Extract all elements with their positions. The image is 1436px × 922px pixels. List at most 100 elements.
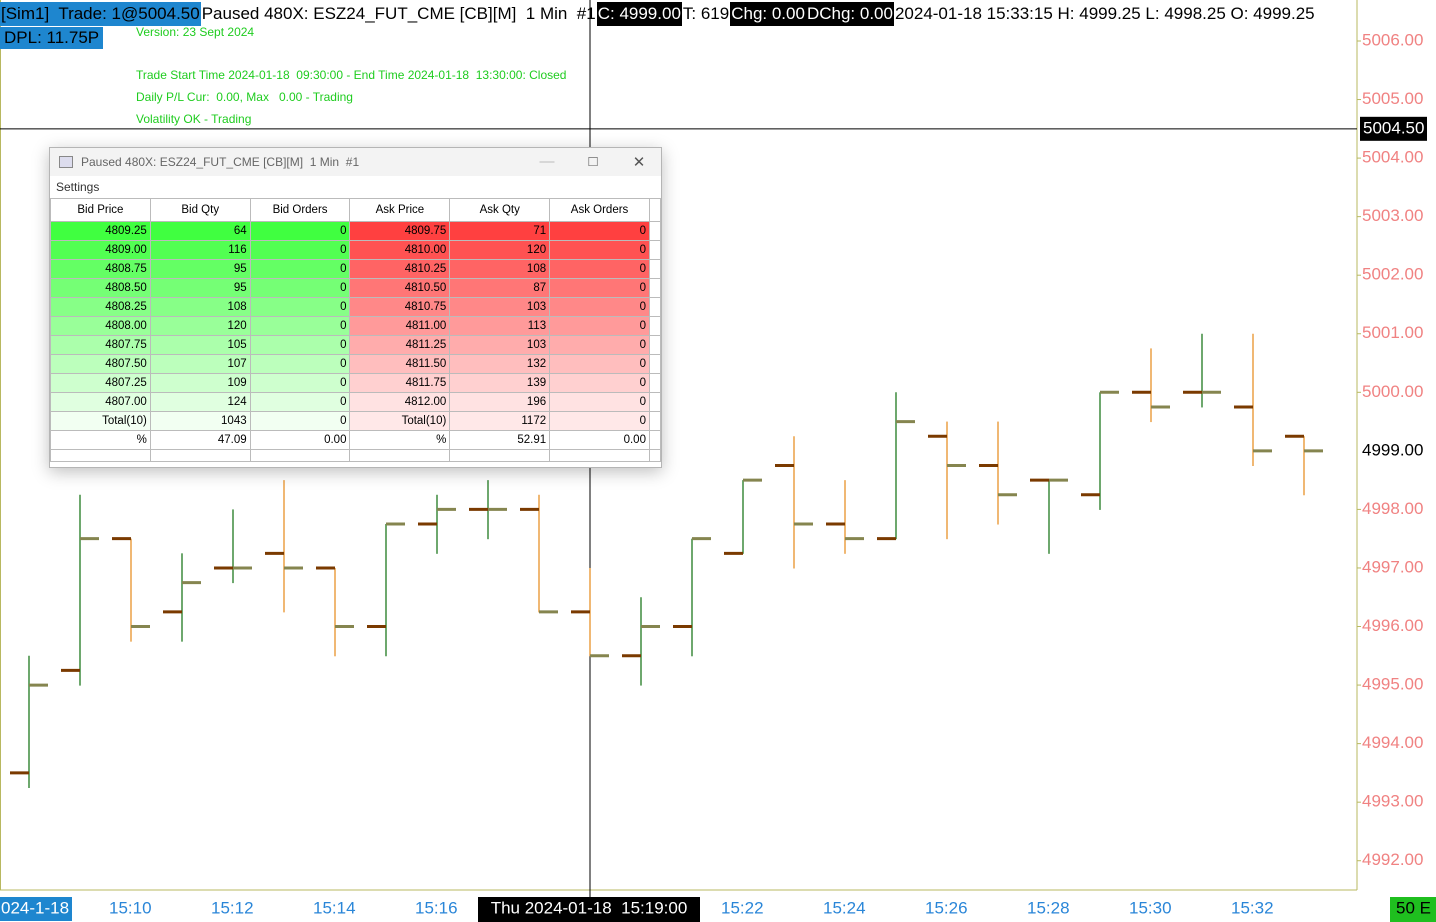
dom-row: Total(10) 1043 0 Total(10) 1172 0 — [50, 411, 662, 431]
dom-row: 4807.75 105 0 4811.25 103 0 — [50, 335, 662, 355]
dom-cell: 4809.00 — [50, 240, 151, 260]
dom-cell: 0 — [549, 411, 650, 431]
header-filler — [648, 198, 662, 222]
maximize-button[interactable]: □ — [588, 153, 598, 170]
empty-cell — [149, 449, 251, 462]
dom-cell: 1172 — [449, 411, 551, 431]
dom-cell: 0 — [249, 354, 351, 374]
dom-row: 4808.75 95 0 4810.25 108 0 — [50, 259, 662, 279]
dom-cell: 0 — [249, 259, 351, 279]
dom-cell: 4810.75 — [349, 297, 451, 317]
dom-row: % 47.09 0.00% 52.91 0.00 — [50, 430, 662, 450]
y-tick-label: 4998.00 — [1362, 499, 1423, 518]
y-tick-label: 5000.00 — [1362, 382, 1423, 401]
dom-cell: 0 — [249, 240, 351, 260]
study-text: Trade Start Time 2024-01-18 09:30:00 - E… — [136, 68, 567, 82]
study-text: Version: 23 Sept 2024 — [136, 25, 255, 39]
row-filler — [648, 278, 662, 298]
dom-row: 4809.00 116 0 4810.00 120 0 — [50, 240, 662, 260]
minimize-button[interactable]: — — [539, 153, 555, 170]
x-tick-label: 15:14 — [313, 898, 356, 917]
dom-cell: 108 — [149, 297, 251, 317]
column-header: Ask Orders — [549, 198, 650, 222]
y-tick-label: 4995.00 — [1362, 675, 1423, 694]
row-filler — [648, 316, 662, 336]
trade-count: T: 619 — [682, 4, 730, 23]
y-tick-label: 4996.00 — [1362, 616, 1423, 635]
dom-cell: 52.91 — [449, 430, 551, 450]
dom-row: 4807.00 124 0 4812.00 196 0 — [50, 392, 662, 412]
dom-cell: 196 — [449, 392, 551, 412]
empty-cell — [449, 449, 551, 462]
header-row: Bid Price Bid Qty Bid Orders Ask Price Ask Q… — [50, 198, 662, 222]
dom-cell: 0 — [249, 411, 351, 431]
row-filler — [648, 411, 662, 431]
dom-cell: 4811.50 — [349, 354, 451, 374]
dom-cell: 4809.75 — [349, 221, 451, 241]
dom-cell: 0 — [249, 221, 351, 241]
dom-cell: Total(10) — [50, 411, 151, 431]
study-text: Volatility OK - Trading — [136, 112, 252, 126]
dom-cell: 4811.75 — [349, 373, 451, 393]
x-tick-label: 15:32 — [1231, 898, 1274, 917]
dom-cell: 4808.50 — [50, 278, 151, 298]
x-tick-label: 15:12 — [211, 898, 254, 917]
row-filler — [648, 430, 662, 450]
dom-row: 4807.25 109 0 4811.75 139 0 — [50, 373, 662, 393]
dom-cell: 87 — [449, 278, 551, 298]
dom-cell: 109 — [149, 373, 251, 393]
dom-cell: 0 — [549, 221, 650, 241]
y-tick-label: 4993.00 — [1362, 792, 1423, 811]
dom-cell: 4809.25 — [50, 221, 151, 241]
close-button[interactable]: ✕ — [632, 154, 646, 171]
menu-settings[interactable]: Settings — [56, 180, 100, 194]
column-header: Ask Price — [349, 198, 451, 222]
dom-cell: 0 — [549, 316, 650, 336]
dom-cell: 47.09 — [149, 430, 251, 450]
dom-cell: 64 — [149, 221, 251, 241]
crosshair-price-box — [1360, 116, 1427, 141]
dom-cell: 95 — [149, 259, 251, 279]
dom-cell: 1043 — [149, 411, 251, 431]
row-filler — [648, 297, 662, 317]
empty-cell — [648, 449, 662, 462]
change: Chg: 0.00 — [730, 2, 806, 26]
dom-cell: 4811.00 — [349, 316, 451, 336]
dom-cell: 4810.00 — [349, 240, 451, 260]
dom-cell: 132 — [449, 354, 551, 374]
empty-cell — [249, 449, 351, 462]
dom-cell: 120 — [449, 240, 551, 260]
column-header: Ask Qty — [449, 198, 551, 222]
dom-cell: 4810.25 — [349, 259, 451, 279]
row-filler — [648, 221, 662, 241]
dom-cell: 0 — [549, 373, 650, 393]
empty-cell — [349, 449, 451, 462]
bar-stats: 2024-01-18 15:33:15 H: 4999.25 L: 4998.2… — [894, 4, 1315, 23]
dom-cell: 4808.00 — [50, 316, 151, 336]
dom-cell: 0 — [549, 240, 650, 260]
y-tick-label: 5006.00 — [1362, 30, 1423, 49]
dom-window: Paused 480X: ESZ24_FUT_CME [CB][M] 1 Min… — [49, 147, 662, 468]
empty-cell — [50, 449, 151, 462]
corner-label: 50 E — [1396, 898, 1431, 917]
row-filler — [648, 335, 662, 355]
dom-row: 4808.25 108 0 4810.75 103 0 — [50, 297, 662, 317]
dom-cell: 71 — [449, 221, 551, 241]
dom-cell: 4811.25 — [349, 335, 451, 355]
dom-row: 4808.00 120 0 4811.00 113 0 — [50, 316, 662, 336]
dom-cell: 4810.50 — [349, 278, 451, 298]
row-filler — [648, 259, 662, 279]
dom-cell: 120 — [149, 316, 251, 336]
close-price: C: 4999.00 — [596, 2, 682, 26]
x-tick-label: 15:22 — [721, 898, 764, 917]
dom-cell: 4807.00 — [50, 392, 151, 412]
x-tick-label: 15:26 — [925, 898, 968, 917]
y-tick-label: 4997.00 — [1362, 557, 1423, 576]
y-tick-label: 4994.00 — [1362, 733, 1423, 752]
dom-cell: 0 — [549, 278, 650, 298]
y-tick-label: 5004.00 — [1362, 148, 1423, 167]
y-tick-label: 4992.00 — [1362, 850, 1423, 869]
dom-cell: 0 — [249, 316, 351, 336]
column-header: Bid Qty — [149, 198, 251, 222]
